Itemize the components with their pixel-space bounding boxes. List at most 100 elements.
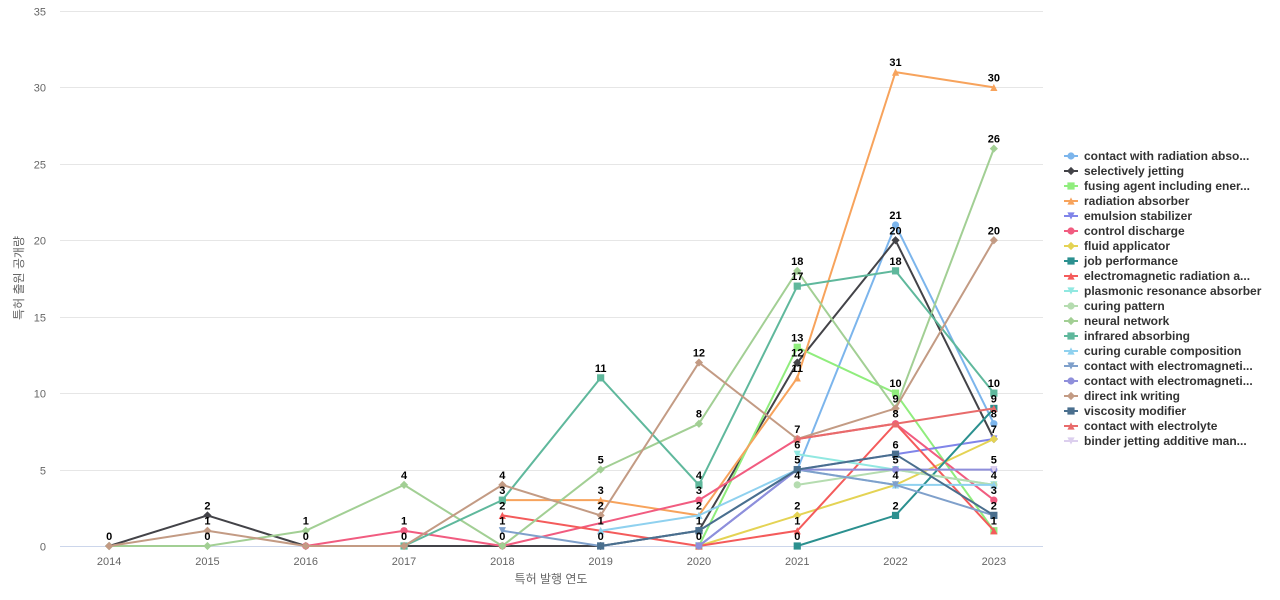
legend-item[interactable]: binder jetting additive man... bbox=[1064, 434, 1247, 448]
data-point[interactable] bbox=[597, 374, 605, 382]
data-label: 20 bbox=[889, 225, 901, 237]
legend-item[interactable]: job performance bbox=[1064, 254, 1178, 268]
legend-item[interactable]: plasmonic resonance absorber bbox=[1064, 284, 1262, 298]
data-point[interactable] bbox=[793, 435, 801, 443]
data-label: 8 bbox=[696, 409, 702, 421]
data-label: 5 bbox=[598, 455, 604, 467]
data-point[interactable] bbox=[105, 541, 114, 551]
data-point[interactable] bbox=[498, 511, 506, 520]
data-point[interactable] bbox=[989, 434, 998, 444]
data-point[interactable] bbox=[891, 465, 900, 474]
data-point[interactable] bbox=[203, 526, 212, 535]
data-point[interactable] bbox=[498, 527, 506, 535]
data-point[interactable] bbox=[793, 527, 801, 535]
data-point[interactable] bbox=[793, 511, 802, 520]
data-label: 7 bbox=[794, 424, 800, 436]
legend-item[interactable]: control discharge bbox=[1064, 224, 1185, 238]
legend-item[interactable]: curing curable composition bbox=[1064, 344, 1241, 358]
data-point[interactable] bbox=[793, 481, 801, 489]
data-point[interactable] bbox=[891, 267, 900, 275]
legend-item[interactable]: fluid applicator bbox=[1064, 239, 1170, 253]
data-point[interactable] bbox=[498, 480, 507, 489]
legend[interactable]: contact with radiation abso...selectivel… bbox=[1064, 149, 1262, 448]
legend-label: contact with electrolyte bbox=[1084, 419, 1218, 433]
legend-item[interactable]: direct ink writing bbox=[1064, 389, 1180, 403]
data-point[interactable] bbox=[597, 527, 605, 535]
data-point[interactable] bbox=[990, 496, 998, 504]
data-point[interactable] bbox=[990, 465, 998, 474]
data-point[interactable] bbox=[694, 419, 704, 428]
series-line[interactable] bbox=[793, 404, 998, 443]
data-point[interactable] bbox=[990, 527, 998, 535]
legend-item[interactable]: emulsion stabilizer bbox=[1064, 209, 1192, 223]
data-point[interactable] bbox=[793, 374, 801, 382]
legend-item[interactable]: fusing agent including ener... bbox=[1064, 179, 1250, 193]
y-tick-label: 30 bbox=[34, 83, 46, 95]
legend-marker bbox=[1066, 316, 1076, 326]
series-line[interactable] bbox=[695, 343, 998, 550]
data-point[interactable] bbox=[891, 481, 900, 489]
data-point[interactable] bbox=[990, 511, 998, 520]
data-point[interactable] bbox=[891, 236, 900, 245]
data-point[interactable] bbox=[301, 526, 310, 535]
legend-item[interactable]: electromagnetic radiation a... bbox=[1064, 269, 1250, 283]
data-point[interactable] bbox=[793, 343, 801, 351]
data-point[interactable] bbox=[301, 541, 310, 551]
data-point[interactable] bbox=[793, 450, 801, 458]
data-point[interactable] bbox=[400, 527, 408, 535]
data-point[interactable] bbox=[695, 511, 703, 520]
data-point[interactable] bbox=[891, 221, 900, 229]
legend-item[interactable]: neural network bbox=[1064, 314, 1170, 328]
data-point[interactable] bbox=[596, 465, 605, 474]
data-point[interactable] bbox=[498, 496, 506, 504]
data-point[interactable] bbox=[990, 83, 998, 92]
data-point[interactable] bbox=[498, 541, 507, 551]
series-line[interactable] bbox=[105, 144, 998, 551]
series-line[interactable] bbox=[990, 465, 998, 474]
legend-item[interactable]: contact with radiation abso... bbox=[1064, 149, 1249, 163]
data-label: 11 bbox=[791, 363, 803, 375]
data-point[interactable] bbox=[694, 358, 704, 367]
data-point[interactable] bbox=[891, 404, 900, 413]
legend-item[interactable]: contact with electromagneti... bbox=[1064, 374, 1253, 388]
data-point[interactable] bbox=[990, 389, 998, 397]
data-point[interactable] bbox=[695, 527, 703, 535]
data-label: 1 bbox=[401, 516, 407, 528]
data-point[interactable] bbox=[203, 511, 212, 520]
data-point[interactable] bbox=[793, 266, 802, 275]
series-line[interactable] bbox=[597, 450, 998, 550]
data-label: 17 bbox=[791, 271, 803, 283]
data-point[interactable] bbox=[990, 404, 998, 413]
data-point[interactable] bbox=[596, 511, 605, 520]
data-point[interactable] bbox=[990, 481, 998, 489]
legend-item[interactable]: contact with electrolyte bbox=[1064, 419, 1218, 433]
data-point[interactable] bbox=[891, 420, 900, 428]
data-point[interactable] bbox=[891, 511, 900, 520]
data-point[interactable] bbox=[793, 358, 802, 367]
data-point[interactable] bbox=[989, 236, 998, 245]
legend-item[interactable]: radiation absorber bbox=[1064, 194, 1190, 208]
data-point[interactable] bbox=[203, 541, 212, 551]
data-point[interactable] bbox=[695, 481, 703, 489]
data-point[interactable] bbox=[990, 420, 998, 428]
data-point[interactable] bbox=[597, 542, 605, 550]
data-point[interactable] bbox=[793, 542, 801, 550]
data-point[interactable] bbox=[793, 282, 801, 290]
data-point[interactable] bbox=[597, 496, 605, 504]
legend-item[interactable]: infrared absorbing bbox=[1064, 329, 1190, 343]
legend-item[interactable]: viscosity modifier bbox=[1064, 404, 1186, 418]
data-label: 1 bbox=[696, 516, 702, 528]
legend-item[interactable]: contact with electromagneti... bbox=[1064, 359, 1253, 373]
data-point[interactable] bbox=[989, 144, 998, 153]
data-point[interactable] bbox=[891, 450, 900, 458]
data-point[interactable] bbox=[695, 542, 703, 550]
data-point[interactable] bbox=[891, 68, 900, 76]
data-point[interactable] bbox=[399, 480, 409, 489]
series-path bbox=[697, 224, 995, 547]
legend-item[interactable]: curing pattern bbox=[1064, 299, 1165, 313]
data-point[interactable] bbox=[695, 496, 703, 504]
legend-item[interactable]: selectively jetting bbox=[1064, 164, 1184, 178]
data-point[interactable] bbox=[399, 541, 409, 551]
data-point[interactable] bbox=[891, 389, 900, 397]
data-point[interactable] bbox=[793, 465, 801, 474]
